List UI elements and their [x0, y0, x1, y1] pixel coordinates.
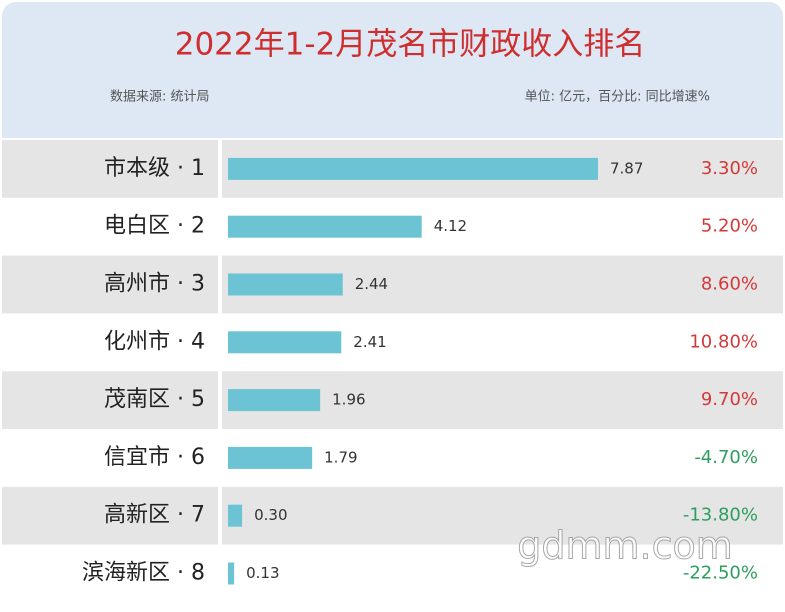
- row-bg: [2, 486, 783, 545]
- value-label: 2.44: [355, 275, 388, 293]
- value-label: 0.13: [246, 564, 279, 582]
- chart-title: 2022年1-2月茂名市财政收入排名: [175, 27, 646, 63]
- bar: [228, 562, 235, 585]
- value-label: 4.12: [434, 217, 467, 235]
- bar: [228, 157, 598, 180]
- category-label: 高新区 · 7: [104, 503, 205, 528]
- value-label: 1.96: [332, 391, 365, 409]
- growth-label: -22.50%: [683, 563, 758, 584]
- growth-label: -13.80%: [683, 505, 758, 526]
- growth-label: 5.20%: [701, 216, 758, 237]
- bar: [228, 273, 343, 296]
- category-label: 信宜市 · 6: [104, 445, 205, 470]
- value-label: 1.79: [324, 448, 357, 466]
- value-label: 2.41: [353, 333, 386, 351]
- row-divider: [218, 313, 222, 372]
- value-label: 7.87: [610, 159, 643, 177]
- row-bg: [2, 255, 783, 314]
- growth-label: 10.80%: [689, 331, 758, 352]
- watermark: gdmm.com: [517, 524, 733, 568]
- growth-label: 9.70%: [701, 389, 758, 410]
- marks: 市本级 · 1 7.87 3.30% 电白区 · 2 4.12 5.20% 高州市 · 3 2…: [82, 156, 758, 586]
- category-label: 市本级 · 1: [104, 156, 205, 181]
- rows: [2, 140, 783, 603]
- row-divider: [218, 197, 222, 256]
- category-label: 高州市 · 3: [104, 272, 205, 297]
- row-divider: [218, 486, 222, 545]
- category-label: 化州市 · 4: [104, 329, 205, 354]
- category-label: 茂南区 · 5: [104, 387, 205, 412]
- growth-label: 3.30%: [701, 158, 758, 179]
- growth-label: 8.60%: [701, 274, 758, 295]
- source: 数据来源: 统计局: [110, 90, 210, 105]
- bar: [228, 389, 321, 412]
- row-divider: [218, 544, 222, 603]
- header-bg: [2, 2, 783, 138]
- bar: [228, 504, 243, 527]
- unit-note: 单位: 亿元，百分比: 同比增速%: [525, 90, 710, 105]
- value-label: 0.30: [254, 506, 287, 524]
- row-divider: [218, 371, 222, 429]
- category-label: 电白区 · 2: [104, 214, 205, 239]
- row-divider: [218, 255, 222, 314]
- growth-label: -4.70%: [694, 447, 758, 468]
- bar: [228, 215, 422, 238]
- row-bg: [2, 371, 783, 429]
- row-divider: [218, 429, 222, 487]
- bar: [228, 331, 342, 354]
- category-label: 滨海新区 · 8: [82, 561, 205, 586]
- row-divider: [218, 140, 222, 198]
- bar: [228, 446, 313, 469]
